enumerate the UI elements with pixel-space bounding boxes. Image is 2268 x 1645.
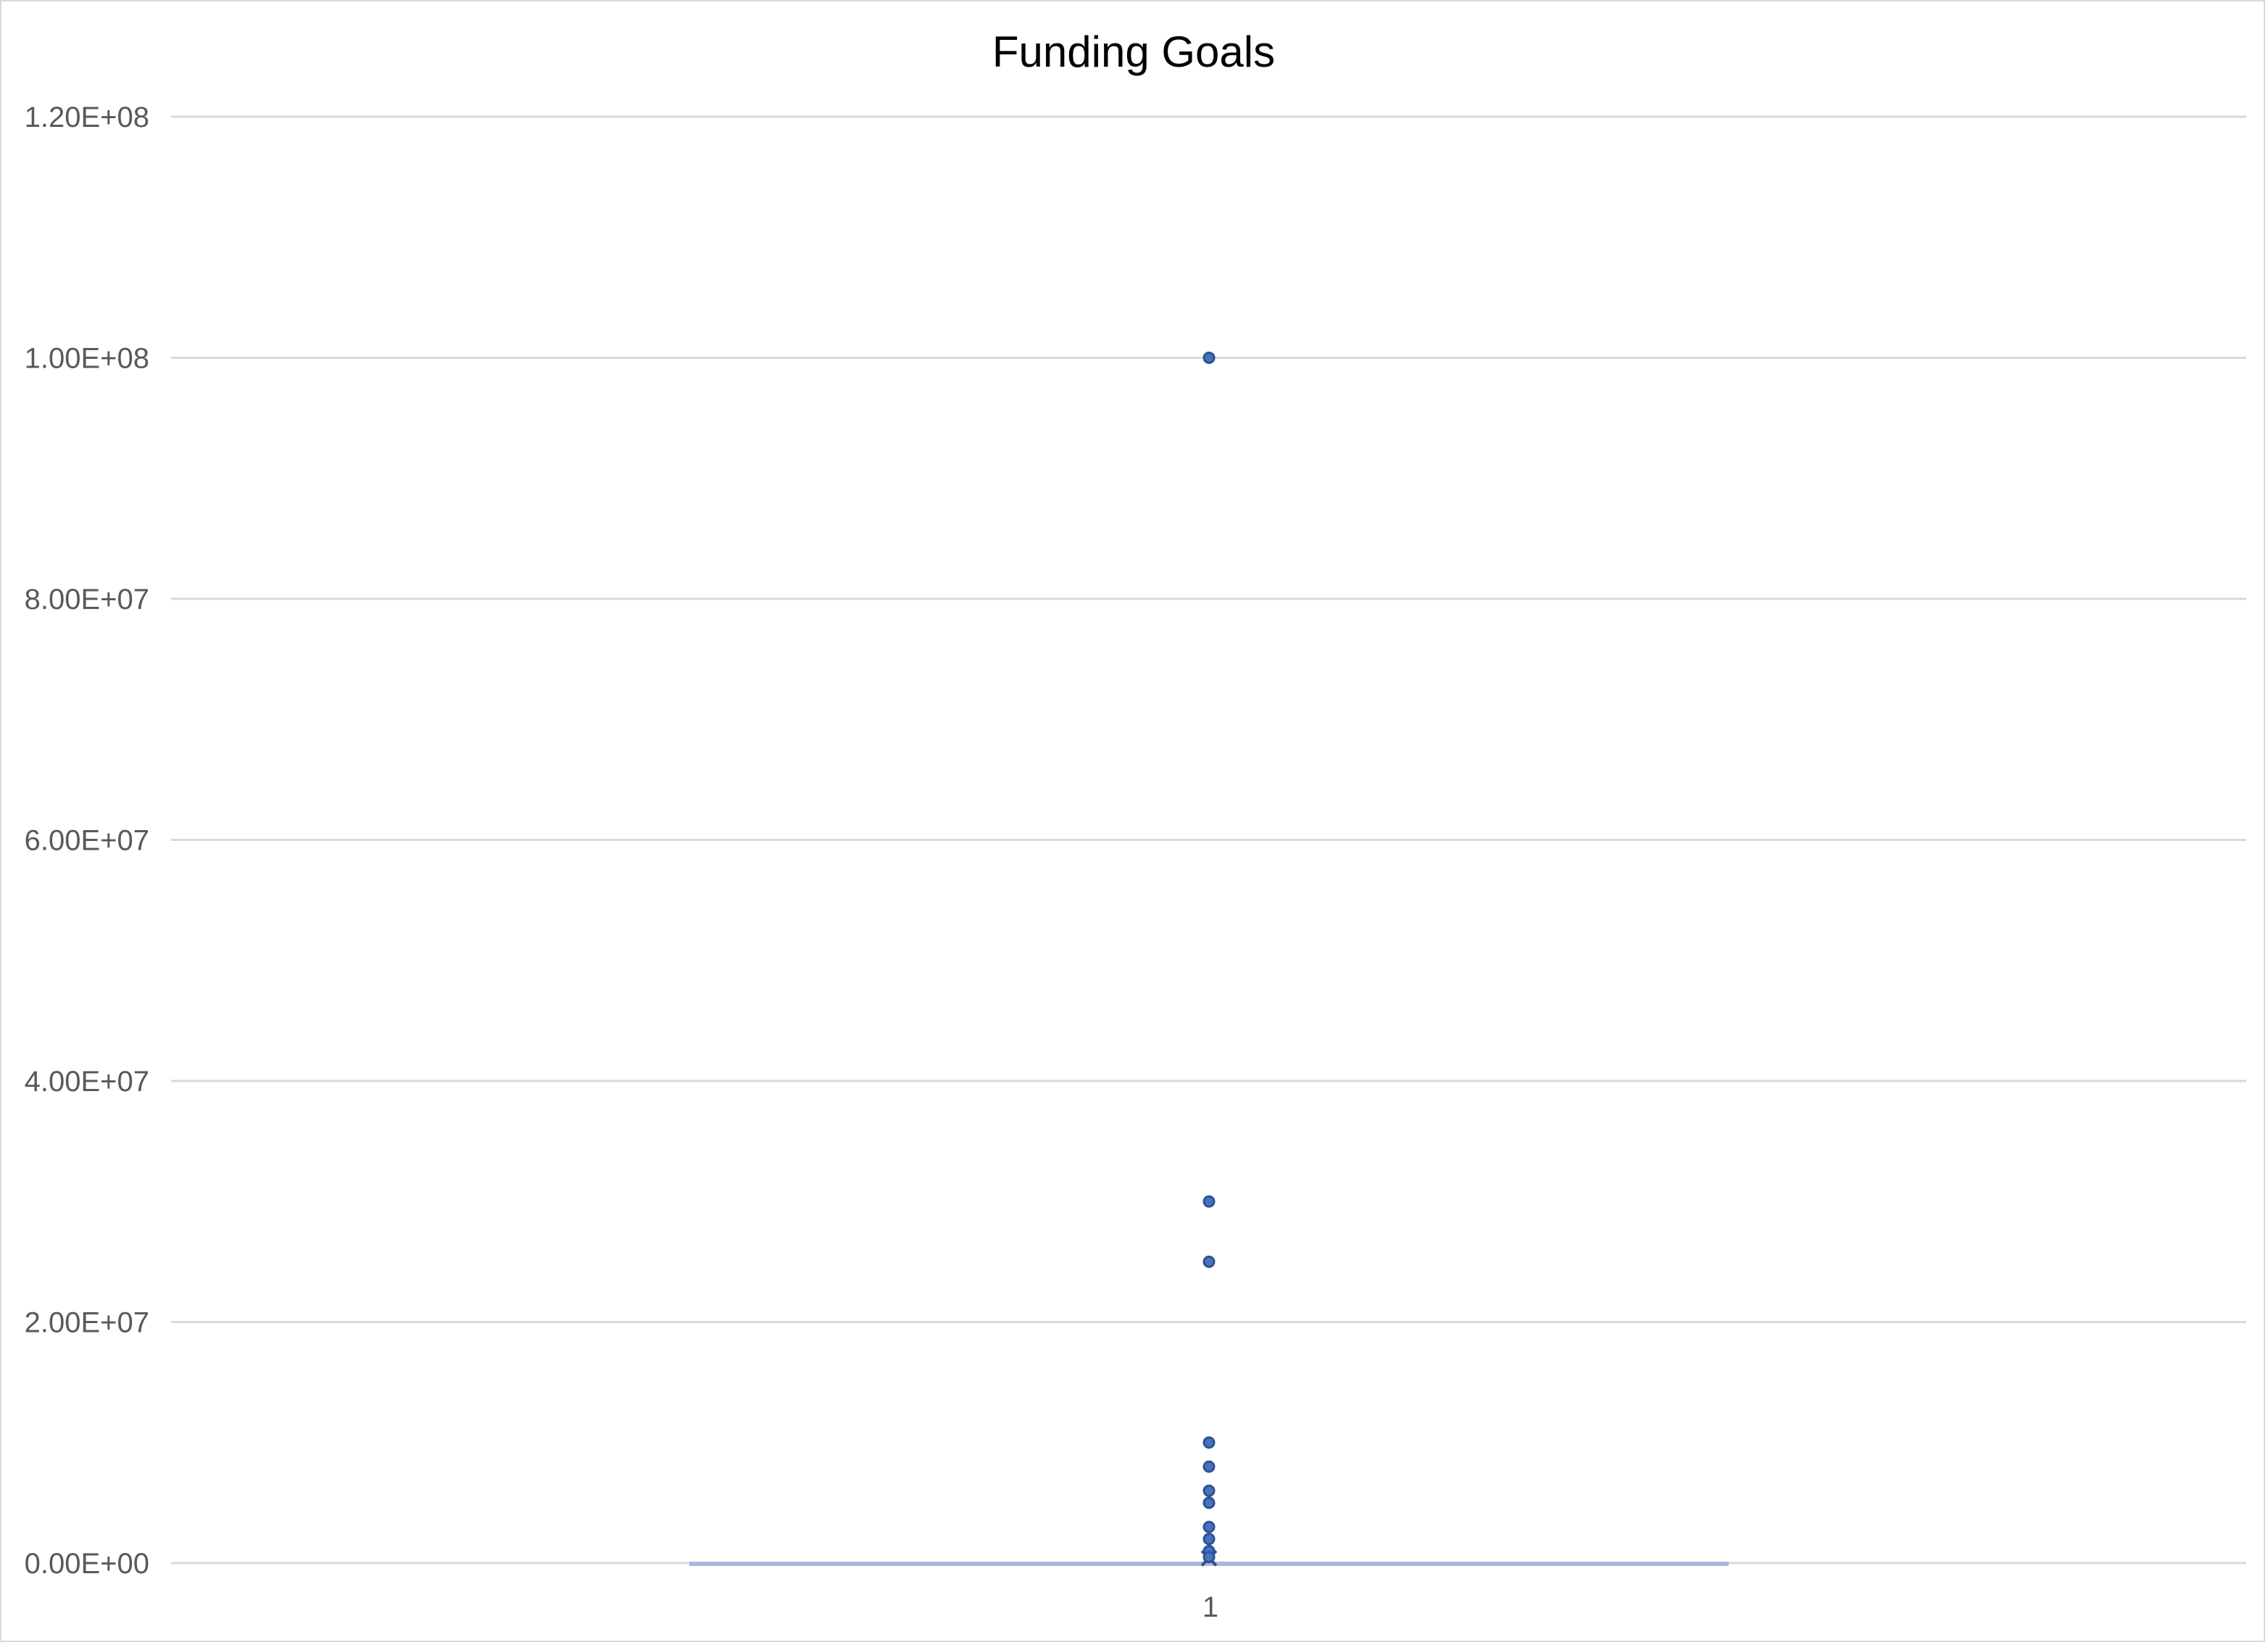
x-tick-label: 1 <box>1202 1591 1218 1623</box>
outlier-point <box>1202 1484 1216 1497</box>
y-tick-label: 1.00E+08 <box>25 343 149 375</box>
y-tick-label: 8.00E+07 <box>25 584 149 616</box>
y-tick-label: 0.00E+00 <box>25 1548 149 1580</box>
outlier-point <box>1202 1255 1216 1268</box>
outlier-point <box>1202 1195 1216 1208</box>
outlier-point <box>1202 1496 1216 1509</box>
y-tick-label: 6.00E+07 <box>25 825 149 857</box>
y-tick-label: 4.00E+07 <box>25 1066 149 1098</box>
outlier-point <box>1202 1460 1216 1473</box>
outlier-points <box>1202 352 1216 1564</box>
outlier-point <box>1202 352 1216 364</box>
outlier-point <box>1202 1520 1216 1533</box>
gridlines <box>171 115 2246 1565</box>
outlier-point <box>1202 1533 1216 1546</box>
y-axis-tick-labels: 0.00E+00 2.00E+07 4.00E+07 6.00E+07 8.00E+07… <box>25 101 149 1580</box>
y-tick-label: 1.20E+08 <box>25 101 149 133</box>
x-axis-tick-labels: 1 <box>1202 1591 1218 1623</box>
outlier-point <box>1202 1551 1216 1564</box>
chart-title: Funding Goals <box>992 28 1275 76</box>
y-tick-label: 2.00E+07 <box>25 1307 149 1339</box>
outlier-point <box>1202 1436 1216 1449</box>
